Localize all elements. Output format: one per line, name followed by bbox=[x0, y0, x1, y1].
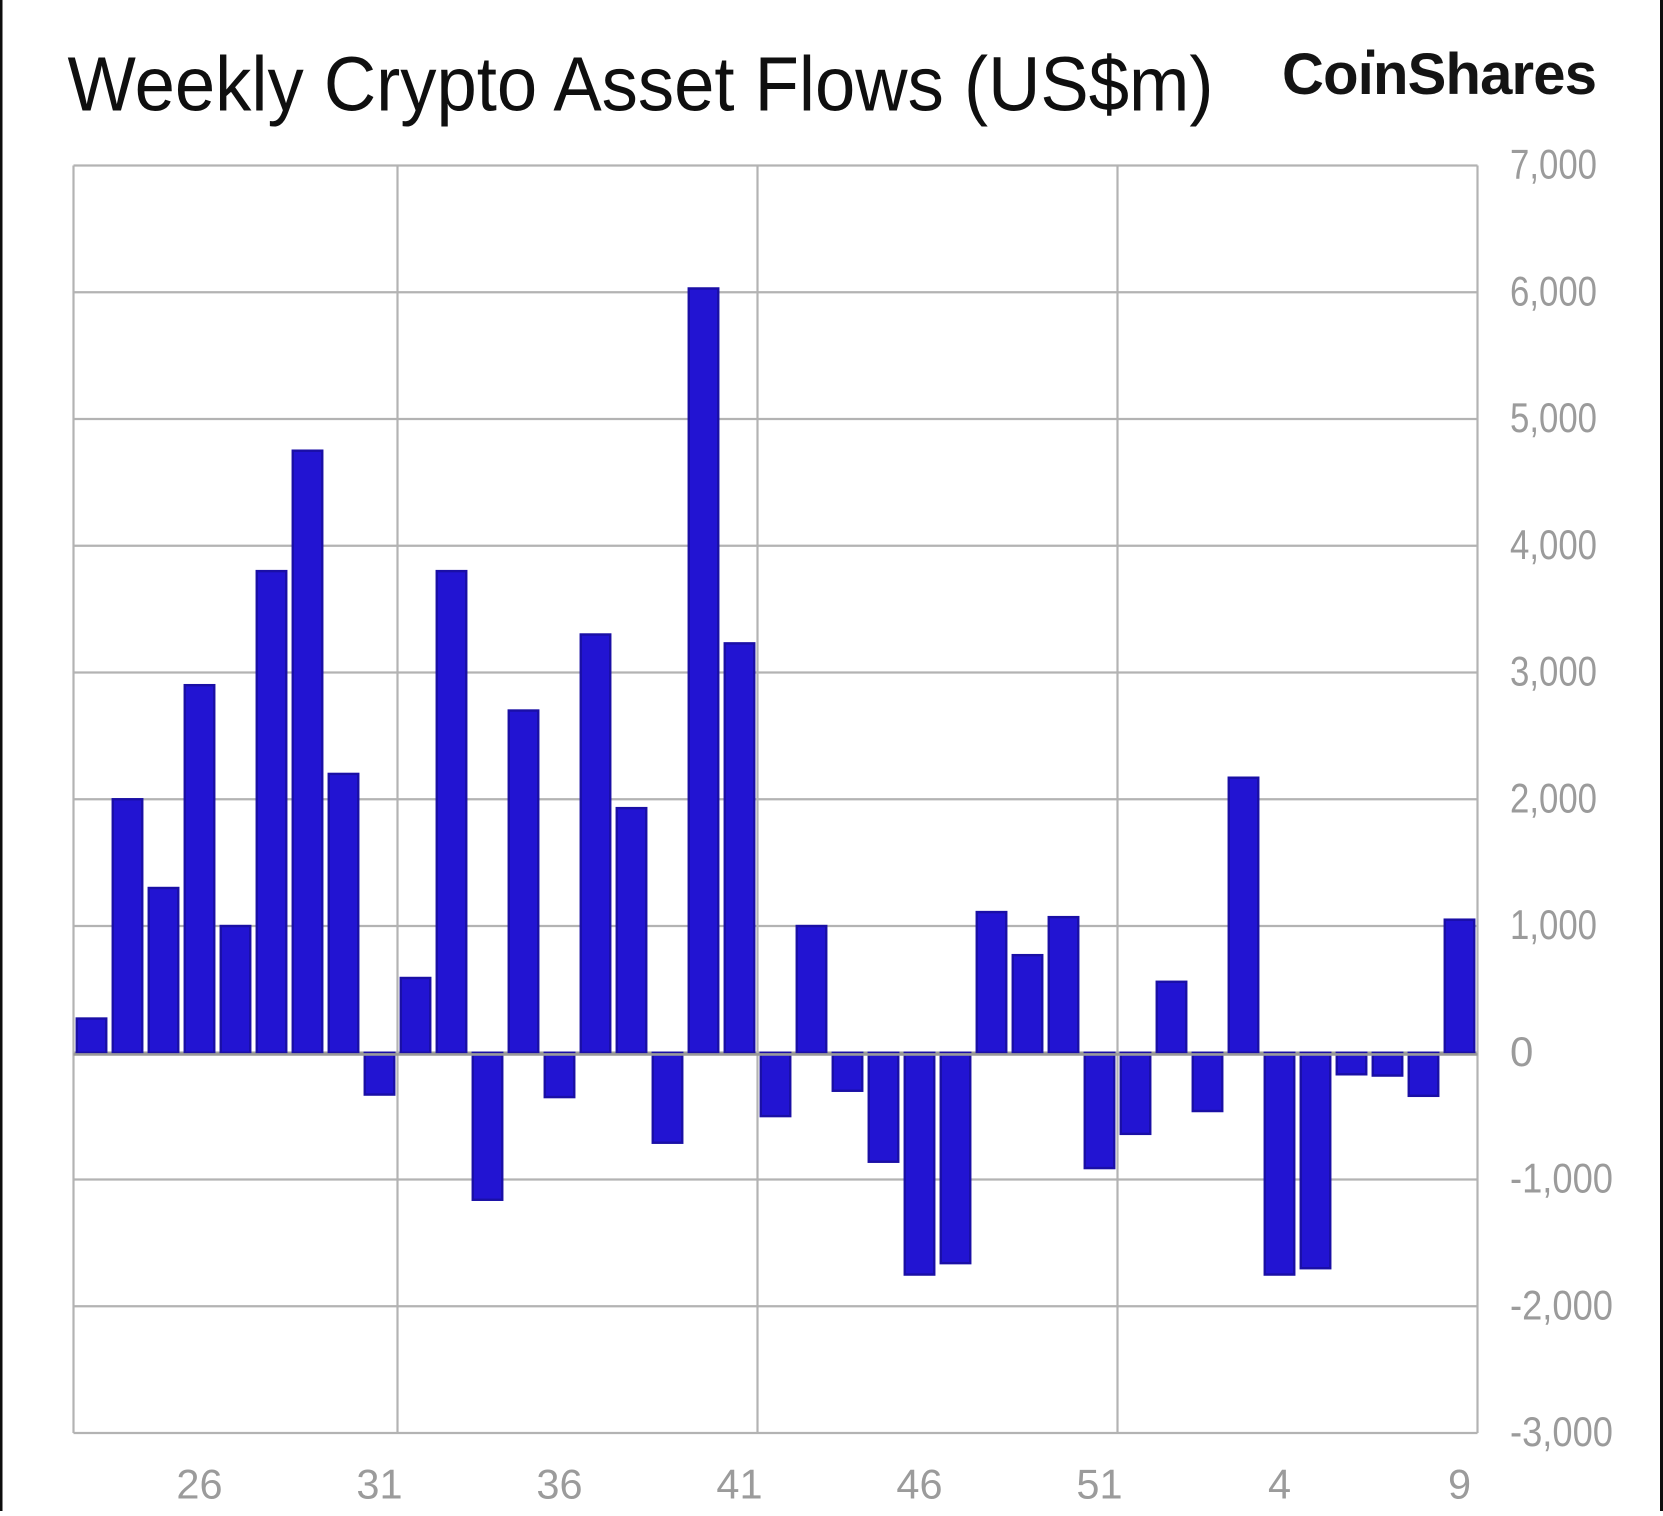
svg-text:26: 26 bbox=[176, 1461, 222, 1508]
svg-text:-3,000: -3,000 bbox=[1510, 1408, 1613, 1455]
svg-text:4,000: 4,000 bbox=[1510, 521, 1597, 568]
svg-text:31: 31 bbox=[356, 1461, 402, 1508]
svg-text:5,000: 5,000 bbox=[1510, 394, 1597, 441]
svg-text:41: 41 bbox=[716, 1461, 762, 1508]
svg-text:9: 9 bbox=[1448, 1461, 1471, 1508]
svg-text:-2,000: -2,000 bbox=[1510, 1281, 1613, 1328]
svg-text:Weekly Crypto Asset Flows (US$: Weekly Crypto Asset Flows (US$m) bbox=[68, 42, 1214, 128]
svg-text:36: 36 bbox=[536, 1461, 582, 1508]
svg-text:0: 0 bbox=[1510, 1028, 1533, 1075]
svg-text:CoınShares: CoınShares bbox=[1282, 42, 1597, 107]
svg-text:7,000: 7,000 bbox=[1510, 141, 1597, 188]
svg-text:-1,000: -1,000 bbox=[1510, 1155, 1613, 1202]
svg-text:46: 46 bbox=[896, 1461, 942, 1508]
svg-text:2,000: 2,000 bbox=[1510, 774, 1597, 821]
svg-text:6,000: 6,000 bbox=[1510, 267, 1597, 314]
svg-text:1,000: 1,000 bbox=[1510, 901, 1597, 948]
svg-text:4: 4 bbox=[1268, 1461, 1291, 1508]
svg-text:51: 51 bbox=[1076, 1461, 1122, 1508]
svg-text:3,000: 3,000 bbox=[1510, 648, 1597, 695]
